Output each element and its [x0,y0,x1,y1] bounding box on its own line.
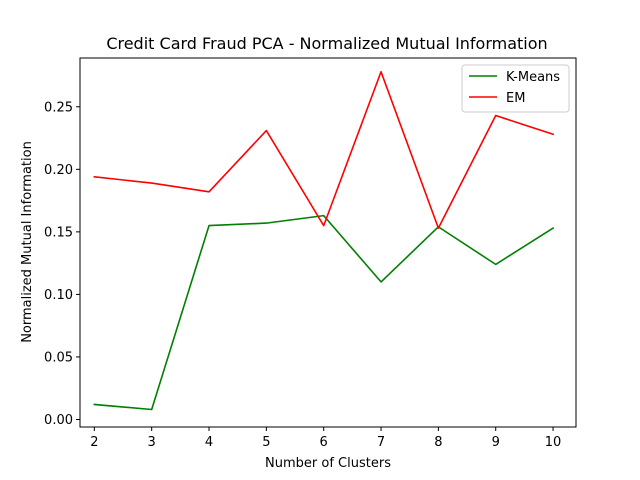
y-tick-label: 0.00 [44,413,73,428]
legend-label-kmeans: K-Means [506,70,560,85]
x-tick-label: 10 [545,435,562,450]
x-tick-label: 5 [262,435,270,450]
plot-frame [79,57,577,428]
series-line-k-means [93,214,555,411]
y-axis-title: Normalized Mutual Information [20,141,35,343]
x-tick-label: 4 [205,435,213,450]
x-axis-title: Number of Clusters [265,456,391,471]
chart-title: Credit Card Fraud PCA - Normalized Mutua… [106,34,547,53]
y-tick-label: 0.20 [44,163,73,178]
y-tick-label: 0.25 [44,100,73,115]
series-line-em [93,70,555,229]
x-tick-label: 7 [377,435,385,450]
x-tick-label: 6 [320,435,328,450]
y-tick-label: 0.05 [44,350,73,365]
y-axis: 0.00 0.05 0.10 0.15 0.20 0.25 [44,100,80,428]
legend-label-em: EM [506,91,525,106]
legend: K-Means EM [461,64,570,113]
x-axis: 2 3 4 5 6 7 8 9 10 [90,427,561,450]
y-tick-label: 0.15 [44,225,73,240]
y-tick-label: 0.10 [44,288,73,303]
x-tick-label: 8 [434,435,442,450]
plot-area [79,57,577,428]
x-tick-label: 9 [492,435,500,450]
x-tick-label: 3 [148,435,156,450]
x-tick-label: 2 [90,435,98,450]
series-lines [93,70,555,411]
